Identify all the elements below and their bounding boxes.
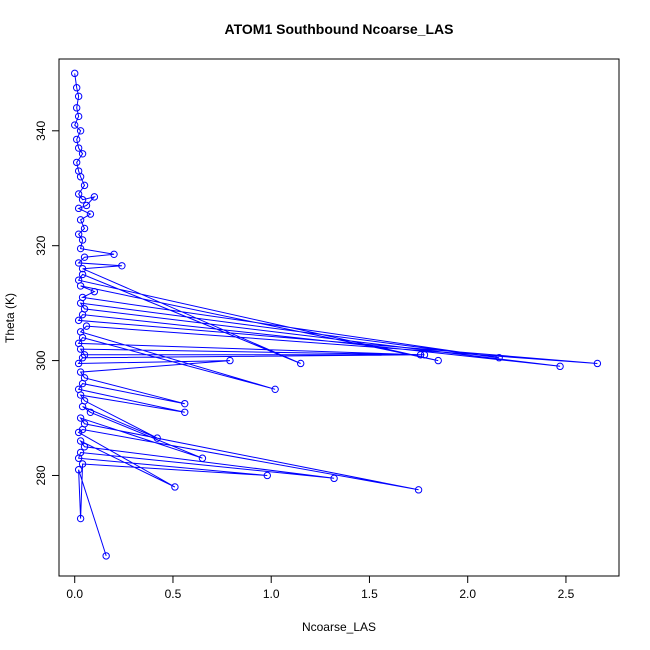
data-point [76, 368, 85, 376]
data-point [80, 181, 89, 190]
data-point [74, 204, 83, 213]
data-point [72, 84, 81, 92]
data-point [78, 196, 87, 204]
data-point [74, 144, 83, 152]
data-point [181, 399, 189, 408]
x-tick-label: 1.0 [263, 587, 280, 601]
data-point [74, 112, 83, 121]
y-axis-label: Theta (K) [3, 293, 17, 343]
data-point [296, 359, 305, 368]
data-point [78, 310, 87, 319]
y-axis: 280 300 320 340 [34, 120, 60, 485]
data-point [76, 345, 85, 353]
data-point [102, 552, 110, 560]
data-point [90, 193, 99, 201]
data-point [76, 173, 85, 181]
data-point [74, 316, 83, 325]
data-point [72, 158, 81, 167]
data-point [556, 362, 564, 371]
data-point [118, 262, 126, 270]
data-point [76, 244, 85, 253]
data-point [495, 354, 503, 362]
data-point [78, 379, 87, 388]
data-point [78, 460, 87, 468]
data-point [181, 408, 189, 416]
chart-title: ATOM1 Southbound Ncoarse_LAS [225, 21, 454, 37]
series-layer [71, 69, 602, 560]
data-point [76, 414, 85, 422]
x-tick-label: 2.0 [459, 587, 476, 601]
data-point [78, 402, 87, 411]
x-tick-label: 1.5 [361, 587, 378, 601]
data-point [78, 264, 87, 273]
data-point [74, 92, 83, 101]
data-point [72, 135, 81, 144]
data-point [78, 333, 87, 342]
data-point [434, 356, 442, 365]
data-point [74, 466, 83, 474]
data-point [416, 351, 425, 359]
data-point [593, 359, 602, 368]
data-point [80, 224, 89, 233]
x-axis-label: Ncoarse_LAS [302, 620, 376, 634]
data-point [74, 190, 83, 198]
data-point [198, 454, 207, 462]
data-point [74, 259, 83, 267]
data-point [76, 299, 85, 307]
data-point [171, 483, 179, 491]
data-point [76, 127, 85, 135]
data-point [78, 270, 87, 279]
data-point [86, 210, 95, 218]
data-point [74, 428, 83, 437]
data-point [420, 351, 429, 359]
data-point [78, 150, 87, 158]
data-point [76, 514, 85, 523]
data-point [76, 216, 85, 224]
y-tick-label: 320 [34, 235, 48, 255]
data-point [71, 121, 79, 129]
data-point [71, 69, 79, 78]
data-point [74, 230, 83, 238]
data-point [76, 437, 85, 445]
data-point [74, 454, 83, 462]
data-point [226, 356, 234, 365]
data-point [76, 391, 85, 399]
data-point [78, 354, 87, 362]
y-tick-label: 280 [34, 465, 48, 485]
data-point [330, 474, 338, 483]
data-point [74, 359, 83, 368]
data-point [80, 443, 89, 451]
x-tick-label: 0.5 [165, 587, 182, 601]
x-tick-label: 2.5 [558, 587, 575, 601]
data-point [78, 236, 87, 244]
data-point [414, 486, 423, 494]
data-point [82, 201, 91, 210]
data-point [72, 104, 81, 112]
data-point [80, 253, 89, 261]
y-tick-label: 340 [34, 120, 48, 140]
data-point [82, 322, 91, 330]
data-point [271, 385, 279, 394]
data-point [90, 287, 99, 296]
data-point [153, 434, 161, 442]
data-point [110, 250, 118, 259]
x-tick-label: 0.0 [66, 587, 83, 601]
data-point [76, 282, 85, 290]
x-axis: 0.0 0.5 1.0 1.5 2.0 2.5 [66, 575, 575, 601]
y-tick-label: 300 [34, 350, 48, 370]
data-point [263, 471, 271, 480]
data-point [86, 408, 95, 416]
